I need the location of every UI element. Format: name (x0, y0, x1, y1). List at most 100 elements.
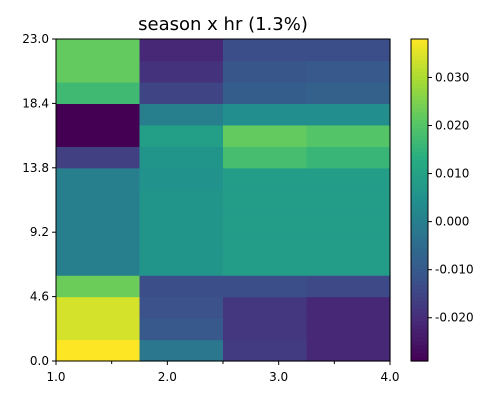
colorbar-segment (411, 123, 428, 129)
heatmap-cell (306, 146, 391, 169)
heatmap-cell (56, 232, 141, 255)
colorbar-segment (411, 340, 428, 346)
x-tick-label: 4.0 (380, 370, 399, 384)
heatmap-cell (139, 146, 224, 169)
heatmap-cell (223, 253, 308, 276)
heatmap-cell (306, 81, 391, 104)
heatmap-cell (223, 103, 308, 126)
heatmap-cell (223, 296, 308, 319)
heatmap-cell (306, 39, 391, 62)
colorbar-segment (411, 284, 428, 290)
colorbar-segment (411, 352, 428, 358)
colorbar-segment (411, 280, 428, 286)
heatmap-cell (306, 232, 391, 255)
heatmap-cell (139, 296, 224, 319)
colorbar-segment (411, 43, 428, 48)
colorbar-segment (411, 308, 428, 314)
colorbar-segment (411, 99, 428, 105)
heatmap-cell (306, 60, 391, 83)
colorbar-segment (411, 71, 428, 76)
heatmap-cell (223, 318, 308, 341)
colorbar-segment (411, 332, 428, 338)
heatmap-cell (223, 232, 308, 255)
colorbar-segment (411, 272, 428, 278)
heatmap-cell (306, 318, 391, 341)
heatmap-cell (56, 81, 141, 104)
colorbar-segment (411, 236, 428, 241)
heatmap-cell (56, 103, 141, 126)
colorbar-segment (411, 348, 428, 354)
colorbar-segment (411, 252, 428, 257)
heatmap-cell (223, 81, 308, 104)
heatmap-cell (139, 232, 224, 255)
heatmap-cell (139, 253, 224, 276)
heatmap-cell (223, 124, 308, 147)
colorbar-segment (411, 67, 428, 72)
colorbar-segment (411, 75, 428, 80)
colorbar-segment (411, 212, 428, 217)
colorbar-segment (411, 356, 428, 362)
heatmap-cell (56, 339, 141, 362)
heatmap-cell (223, 167, 308, 190)
heatmap-cell (56, 167, 141, 190)
heatmap-cell (139, 103, 224, 126)
heatmap-cell (223, 275, 308, 298)
y-axis: 0.0 4.6 9.2 13.8 18.4 23.0 (22, 32, 56, 368)
colorbar-frame (410, 38, 429, 362)
heatmap-cell (139, 275, 224, 298)
heatmap-cell (306, 339, 391, 362)
colorbar-segment (411, 143, 428, 149)
colorbar-segment (411, 328, 428, 334)
colorbar-segment (411, 320, 428, 326)
heatmap-cell (139, 81, 224, 104)
y-tick-label: 18.4 (22, 96, 49, 110)
colorbar-segment (411, 240, 428, 245)
heatmap-cell (223, 339, 308, 362)
colorbar-tick-label: 0.000 (435, 215, 469, 229)
colorbar-segment (411, 103, 428, 109)
colorbar-segment (411, 175, 428, 181)
colorbar-tick-label: -0.020 (435, 311, 474, 325)
colorbar-segment (411, 131, 428, 137)
chart-title: season x hr (1.3%) (138, 14, 308, 35)
y-tick-label: 4.6 (30, 290, 49, 304)
colorbar-segment (411, 139, 428, 145)
colorbar-segment (411, 63, 428, 68)
colorbar-segment (411, 135, 428, 141)
heatmap-cells (56, 39, 391, 362)
colorbar-segment (411, 208, 428, 213)
colorbar-segment (411, 344, 428, 350)
heatmap-cell (306, 103, 391, 126)
colorbar-segment (411, 115, 428, 121)
heatmap-cell (56, 189, 141, 212)
colorbar-segment (411, 55, 428, 60)
colorbar-segment (411, 268, 428, 274)
colorbar-segment (411, 316, 428, 322)
heatmap-cell (139, 339, 224, 362)
colorbar-segment (411, 244, 428, 249)
colorbar-segment (411, 324, 428, 330)
colorbar-segment (411, 204, 428, 209)
colorbar-segment (411, 59, 428, 64)
colorbar-segment (411, 95, 428, 100)
colorbar-segment (411, 216, 428, 221)
colorbar-segment (411, 300, 428, 306)
colorbar-tick-label: 0.010 (435, 167, 469, 181)
heatmap-cell (139, 124, 224, 147)
heatmap-cell (306, 296, 391, 319)
heatmap-cell (306, 189, 391, 212)
colorbar-segment (411, 47, 428, 52)
heatmap-cell (139, 189, 224, 212)
heatmap-cell (139, 39, 224, 62)
heatmap-cell (56, 318, 141, 341)
colorbar-segment (411, 191, 428, 197)
heatmap-cell (139, 210, 224, 233)
colorbar-segment (411, 159, 428, 165)
colorbar-tick-label: 0.020 (435, 119, 469, 133)
colorbar-segment (411, 151, 428, 157)
colorbar-segment (411, 183, 428, 189)
colorbar-segment (411, 171, 428, 177)
heatmap-cell (139, 318, 224, 341)
colorbar-segment (411, 179, 428, 185)
